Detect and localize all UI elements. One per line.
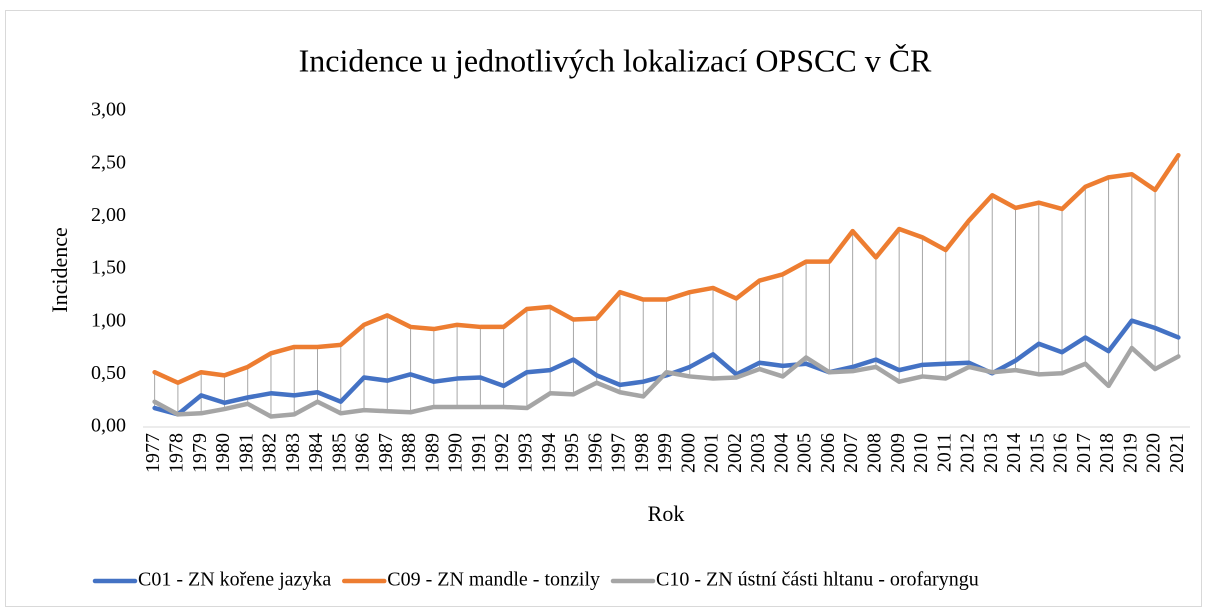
x-tick-label: 2010 [910, 433, 932, 473]
x-tick-label: 2020 [1143, 433, 1165, 473]
x-tick-label: 2000 [677, 433, 699, 473]
x-tick-label: 1980 [212, 433, 234, 473]
x-tick-label: 2007 [840, 433, 862, 473]
x-tick-label: 1994 [538, 433, 560, 473]
y-tick-label: 0,00 [91, 415, 126, 437]
chart-title: Incidence u jednotlivých lokalizací OPSC… [299, 42, 932, 78]
x-tick-label: 1995 [561, 433, 583, 473]
x-tick-label: 2012 [957, 433, 979, 473]
x-tick-label: 2011 [933, 433, 955, 472]
x-tick-label: 2016 [1050, 433, 1072, 473]
x-tick-label: 2018 [1096, 433, 1118, 473]
x-tick-label: 1985 [328, 433, 350, 473]
x-tick-label: 1981 [235, 433, 257, 473]
x-tick-label: 1978 [165, 433, 187, 473]
x-tick-label: 1988 [398, 433, 420, 473]
legend-label: C10 - ZN ústní části hltanu - orofaryngu [656, 569, 979, 591]
x-tick-label: 1982 [259, 433, 281, 473]
x-tick-label: 2014 [1003, 433, 1025, 473]
y-tick-label: 0,50 [91, 362, 126, 384]
x-tick-label: 2002 [724, 433, 746, 473]
legend-label: C01 - ZN kořene jazyka [138, 569, 331, 591]
series-line [152, 345, 1181, 419]
x-tick-label: 2013 [980, 433, 1002, 473]
y-tick-label: 2,50 [91, 151, 126, 173]
x-tick-label: 2004 [770, 433, 792, 473]
x-tick-label: 2005 [794, 433, 816, 473]
legend-label: C09 - ZN mandle - tonzily [387, 569, 600, 591]
x-tick-label: 1993 [514, 433, 536, 473]
y-axis-label: Incidence [47, 227, 72, 313]
x-tick-label: 1991 [468, 433, 490, 473]
x-tick-label: 2001 [701, 433, 723, 473]
x-tick-label: 2019 [1119, 433, 1141, 473]
x-tick-label: 1992 [491, 433, 513, 473]
x-tick-label: 1987 [375, 433, 397, 473]
x-tick-label: 2015 [1026, 433, 1048, 473]
x-tick-label: 2017 [1073, 433, 1095, 473]
x-tick-label: 1983 [282, 433, 304, 473]
x-tick-label: 1997 [608, 433, 630, 473]
x-tick-label: 1986 [352, 433, 374, 473]
x-tick-label: 1984 [305, 433, 327, 473]
x-tick-label: 2008 [863, 433, 885, 473]
series-line [152, 152, 1181, 386]
x-tick-label: 1979 [189, 433, 211, 473]
x-tick-label: 1977 [142, 433, 164, 473]
x-tick-label: 2003 [747, 433, 769, 473]
x-tick-label: 2021 [1166, 433, 1188, 473]
y-tick-label: 1,50 [91, 257, 126, 279]
x-axis-label: Rok [648, 501, 685, 526]
y-tick-label: 1,00 [91, 309, 126, 331]
x-tick-label: 1989 [421, 433, 443, 473]
y-tick-label: 3,00 [91, 99, 126, 121]
x-tick-label: 2006 [817, 433, 839, 473]
x-tick-label: 2009 [887, 433, 909, 473]
x-tick-label: 1999 [654, 433, 676, 473]
x-tick-label: 1998 [631, 433, 653, 473]
x-tick-label: 1990 [445, 433, 467, 473]
x-tick-label: 1996 [584, 433, 606, 473]
y-tick-label: 2,00 [91, 204, 126, 226]
